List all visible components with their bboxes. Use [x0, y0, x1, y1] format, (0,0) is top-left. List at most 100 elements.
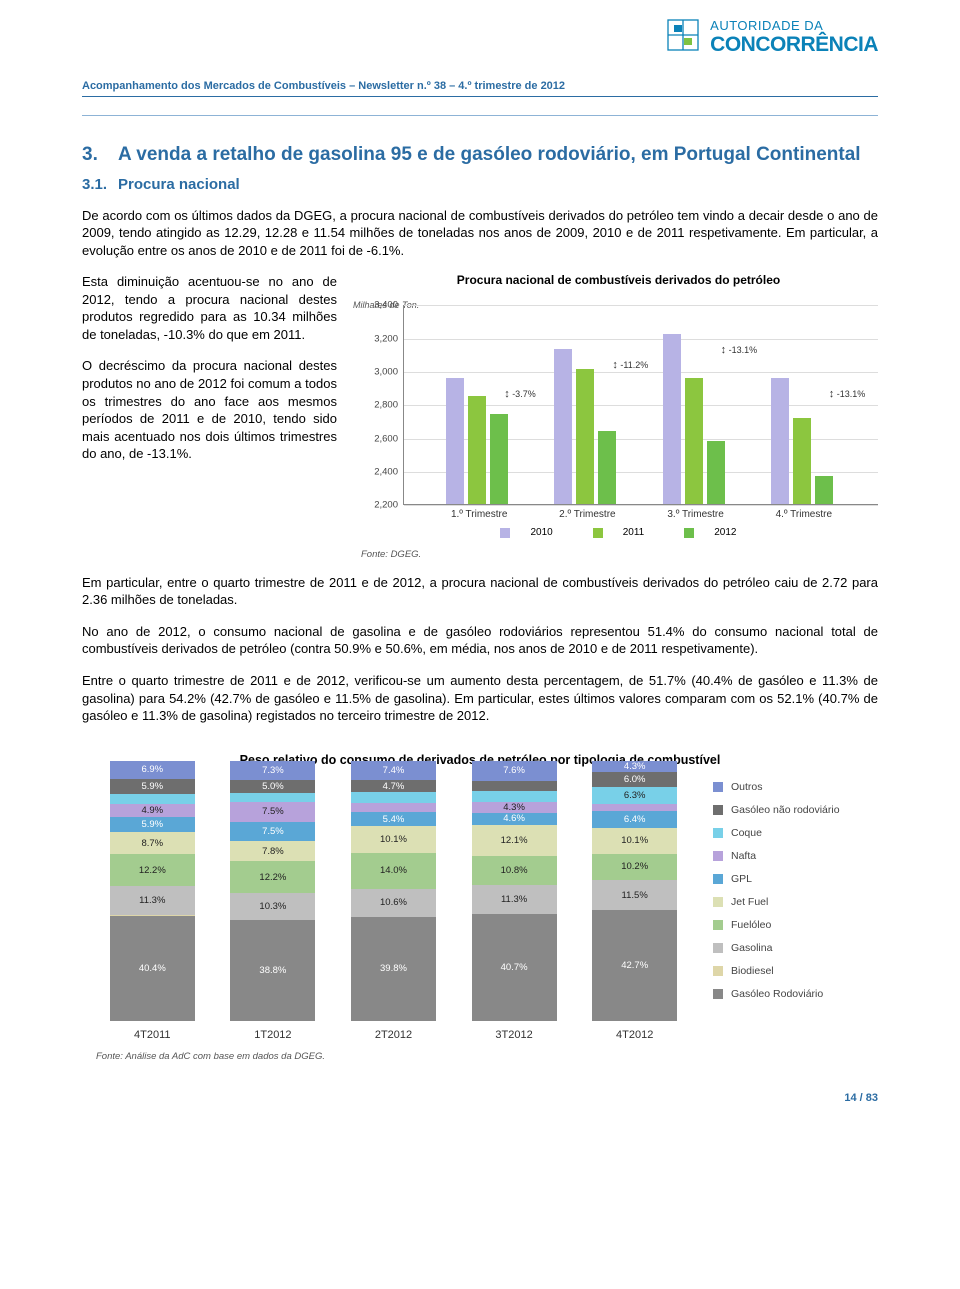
chart2: 40.4%11.3%12.2%8.7%5.9%4.9%5.9%6.9%4T201…	[82, 781, 878, 1041]
chart2-segment: 8.7%	[110, 832, 195, 855]
chart2-segment: 4.7%	[351, 780, 436, 792]
chart2-segment	[472, 781, 557, 792]
paragraph: Esta diminuição acentuou-se no ano de 20…	[82, 273, 337, 343]
chart2-segment: 7.5%	[230, 802, 315, 821]
chart1-bar	[793, 418, 811, 505]
chart2-xcategory: 4T2011	[134, 1029, 171, 1041]
chart1-annotation: ↕ -3.7%	[504, 388, 536, 400]
chart2-segment: 12.1%	[472, 825, 557, 857]
chart2-segment: 5.4%	[351, 812, 436, 826]
paragraph: Em particular, entre o quarto trimestre …	[82, 574, 878, 609]
chart1-bar	[598, 431, 616, 504]
chart2-segment: 6.4%	[592, 811, 677, 828]
page-number: 14 / 83	[82, 1092, 878, 1104]
chart2-segment: 7.3%	[230, 761, 315, 780]
chart2-segment: 6.9%	[110, 761, 195, 779]
chart1-annotation: ↕ -11.2%	[612, 359, 648, 371]
chart2-segment	[351, 792, 436, 802]
chart2-segment: 4.3%	[592, 761, 677, 772]
chart1-legend: 2010 2011 2012	[359, 527, 878, 541]
chart2-segment: 40.7%	[472, 914, 557, 1020]
chart2-segment: 10.6%	[351, 889, 436, 917]
chart2-segment: 42.7%	[592, 910, 677, 1020]
chart2-legend-label: GPL	[731, 873, 752, 885]
chart1-xcategory: 3.º Trimestre	[667, 509, 723, 520]
chart1-legend-label: 2012	[714, 527, 736, 538]
chart2-segment: 5.9%	[110, 779, 195, 794]
chart1-legend-label: 2010	[530, 527, 552, 538]
chart1-bar	[815, 476, 833, 504]
section-title: A venda a retalho de gasolina 95 e de ga…	[118, 142, 878, 168]
chart2-xcategory: 3T2012	[495, 1029, 532, 1041]
chart2-legend-label: Outros	[731, 781, 763, 793]
chart2-segment	[592, 804, 677, 812]
chart2-segment: 10.8%	[472, 856, 557, 884]
chart2-legend-label: Gasóleo Rodoviário	[731, 988, 823, 1000]
chart1-ytick: 3,200	[364, 333, 398, 344]
subsection-number: 3.1.	[82, 176, 118, 193]
logo-icon	[666, 18, 700, 52]
chart2-segment: 5.9%	[110, 817, 195, 832]
chart2-segment: 14.0%	[351, 853, 436, 889]
logo-line2: CONCORRÊNCIA	[710, 33, 878, 57]
chart1-source: Fonte: DGEG.	[361, 549, 878, 560]
chart1-xcategory: 4.º Trimestre	[776, 509, 832, 520]
chart2-segment: 38.8%	[230, 920, 315, 1021]
chart1-annotation: ↕ -13.1%	[721, 344, 758, 356]
chart2-segment: 12.2%	[110, 854, 195, 886]
subsection-heading: 3.1. Procura nacional	[82, 176, 878, 193]
chart1-bar	[468, 396, 486, 504]
chart1: Milhares de Ton. 2,2002,4002,6002,8003,0…	[359, 305, 878, 541]
paragraph: No ano de 2012, o consumo nacional de ga…	[82, 623, 878, 658]
chart2-segment	[230, 793, 315, 803]
chart1-ytick: 3,000	[364, 366, 398, 377]
chart2-legend-label: Fuelóleo	[731, 919, 771, 931]
divider	[82, 115, 878, 116]
chart1-ytick: 3,400	[364, 300, 398, 311]
subsection-title: Procura nacional	[118, 176, 240, 193]
chart1-ytick: 2,400	[364, 466, 398, 477]
chart2-segment	[110, 794, 195, 804]
chart1-bar	[771, 378, 789, 505]
brand-logo: AUTORIDADE DA CONCORRÊNCIA	[666, 18, 878, 57]
chart2-segment: 6.0%	[592, 772, 677, 788]
chart2-xcategory: 1T2012	[254, 1029, 291, 1041]
chart2-segment: 5.0%	[230, 780, 315, 793]
paragraph: De acordo com os últimos dados da DGEG, …	[82, 207, 878, 260]
chart2-segment: 10.1%	[351, 826, 436, 852]
section-heading: 3. A venda a retalho de gasolina 95 e de…	[82, 142, 878, 168]
chart2-legend-label: Jet Fuel	[731, 896, 768, 908]
chart2-legend-label: Biodiesel	[731, 965, 774, 977]
chart2-xcategory: 4T2012	[616, 1029, 653, 1041]
chart2-legend-label: Gasóleo não rodoviário	[731, 804, 840, 816]
chart1-ytick: 2,200	[364, 500, 398, 511]
chart1-ytick: 2,600	[364, 433, 398, 444]
chart2-segment: 39.8%	[351, 917, 436, 1021]
chart2-segment: 11.5%	[592, 880, 677, 910]
chart1-bar	[554, 349, 572, 504]
section-number: 3.	[82, 142, 118, 168]
chart2-segment	[351, 803, 436, 813]
chart1-annotation: ↕ -13.1%	[829, 388, 866, 400]
chart2-segment: 10.1%	[592, 828, 677, 854]
chart1-xcategory: 1.º Trimestre	[451, 509, 507, 520]
chart2-segment: 4.3%	[472, 802, 557, 813]
divider	[82, 96, 878, 97]
chart2-segment: 11.3%	[472, 885, 557, 914]
paragraph: Entre o quarto trimestre de 2011 e de 20…	[82, 672, 878, 725]
chart2-segment: 11.3%	[110, 886, 195, 915]
chart2-legend: OutrosGasóleo não rodoviárioCoqueNaftaGP…	[713, 781, 868, 1011]
chart2-segment: 7.8%	[230, 841, 315, 861]
chart1-bar	[446, 378, 464, 505]
chart2-segment: 7.5%	[230, 822, 315, 841]
chart2-segment: 10.2%	[592, 854, 677, 880]
chart2-segment: 7.4%	[351, 761, 436, 780]
chart1-title: Procura nacional de combustíveis derivad…	[359, 273, 878, 287]
chart2-source: Fonte: Análise da AdC com base em dados …	[96, 1051, 878, 1062]
chart2-segment: 12.2%	[230, 861, 315, 893]
chart2-xcategory: 2T2012	[375, 1029, 412, 1041]
chart1-legend-label: 2011	[623, 527, 645, 538]
paragraph: O decréscimo da procura nacional destes …	[82, 357, 337, 462]
chart1-bar	[490, 414, 508, 504]
chart2-legend-label: Nafta	[731, 850, 756, 862]
